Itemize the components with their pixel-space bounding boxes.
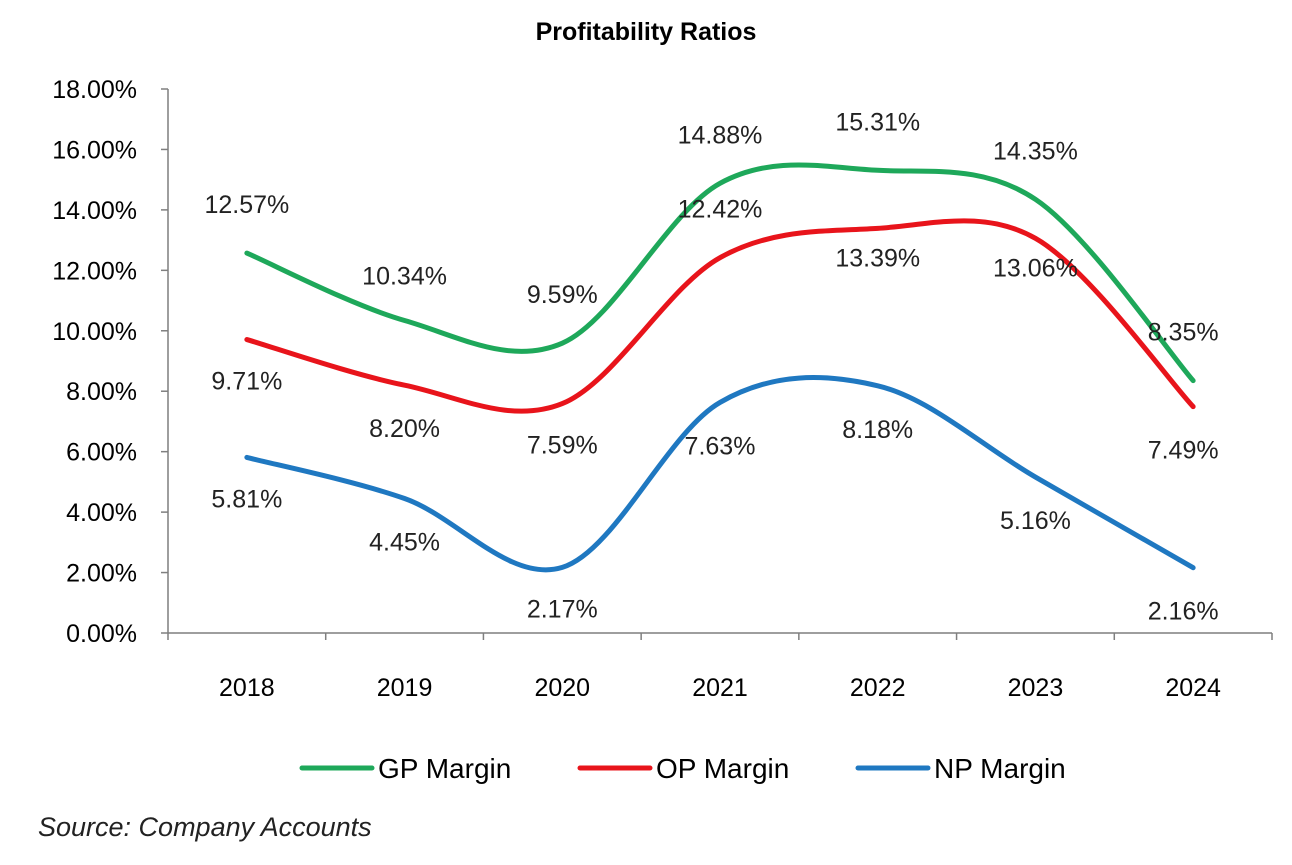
legend-item-gp-margin: GP Margin <box>299 753 511 784</box>
data-label-op-margin: 9.71% <box>211 368 282 396</box>
data-label-np-margin: 8.18% <box>842 416 913 444</box>
data-label-gp-margin: 9.59% <box>527 281 598 309</box>
data-label-np-margin: 5.81% <box>211 485 282 513</box>
data-label-np-margin: 5.16% <box>1000 507 1071 535</box>
y-tick-label: 10.00% <box>52 318 137 346</box>
x-tick-label: 2024 <box>1165 674 1221 702</box>
x-tick-label: 2022 <box>850 674 906 702</box>
data-label-np-margin: 2.17% <box>527 595 598 623</box>
x-tick-label: 2023 <box>1008 674 1064 702</box>
series-line-op-margin <box>244 218 1196 414</box>
data-label-op-margin: 13.39% <box>835 244 920 272</box>
legend-item-np-margin: NP Margin <box>855 753 1066 784</box>
data-label-np-margin: 7.63% <box>685 432 756 460</box>
axes <box>167 89 1272 634</box>
data-label-gp-margin: 8.35% <box>1148 319 1219 347</box>
x-tick-label: 2018 <box>219 674 275 702</box>
data-label-np-margin: 2.16% <box>1148 598 1219 626</box>
data-label-op-margin: 7.59% <box>527 432 598 460</box>
data-label-gp-margin: 14.88% <box>678 121 763 149</box>
data-label-op-margin: 12.42% <box>678 196 763 224</box>
data-label-op-margin: 8.20% <box>369 415 440 443</box>
source-note: Source: Company Accounts <box>38 812 372 842</box>
x-tick-label: 2019 <box>377 674 433 702</box>
series-line-gp-margin <box>244 162 1196 384</box>
legend-label: OP Margin <box>656 753 789 784</box>
y-tick-label: 6.00% <box>66 439 137 467</box>
y-tick-label: 18.00% <box>52 76 137 104</box>
y-tick-label: 4.00% <box>66 499 137 527</box>
x-axis-ticks: 2018 2019 2020 2021 2022 2023 2024 <box>167 633 1273 702</box>
data-labels: 12.57% 10.34% 9.59% 14.88% 15.31% 14.35% 8.35%… <box>204 108 1218 625</box>
y-axis-ticks: 0.00% 2.00% 4.00% 6.00% 8.00% 10.00% 12.00% 14.… <box>52 76 168 648</box>
x-tick-label: 2021 <box>692 674 748 702</box>
y-tick-label: 14.00% <box>52 197 137 225</box>
data-label-gp-margin: 15.31% <box>835 108 920 136</box>
data-label-gp-margin: 10.34% <box>362 263 447 291</box>
y-tick-label: 2.00% <box>66 560 137 588</box>
data-label-gp-margin: 12.57% <box>204 191 289 219</box>
chart-title: Profitability Ratios <box>536 18 757 46</box>
series-line-np-margin <box>244 375 1196 573</box>
legend: GP Margin OP Margin NP Margin <box>299 753 1066 784</box>
data-label-gp-margin: 14.35% <box>993 137 1078 165</box>
data-label-np-margin: 4.45% <box>369 529 440 557</box>
y-tick-label: 12.00% <box>52 257 137 285</box>
legend-label: NP Margin <box>934 753 1066 784</box>
legend-item-op-margin: OP Margin <box>577 753 789 784</box>
x-tick-label: 2020 <box>534 674 590 702</box>
legend-label: GP Margin <box>378 753 511 784</box>
data-label-op-margin: 13.06% <box>993 254 1078 282</box>
y-tick-label: 16.00% <box>52 136 137 164</box>
y-tick-label: 0.00% <box>66 620 137 648</box>
y-tick-label: 8.00% <box>66 378 137 406</box>
data-label-op-margin: 7.49% <box>1148 437 1219 465</box>
series-lines <box>244 162 1196 573</box>
